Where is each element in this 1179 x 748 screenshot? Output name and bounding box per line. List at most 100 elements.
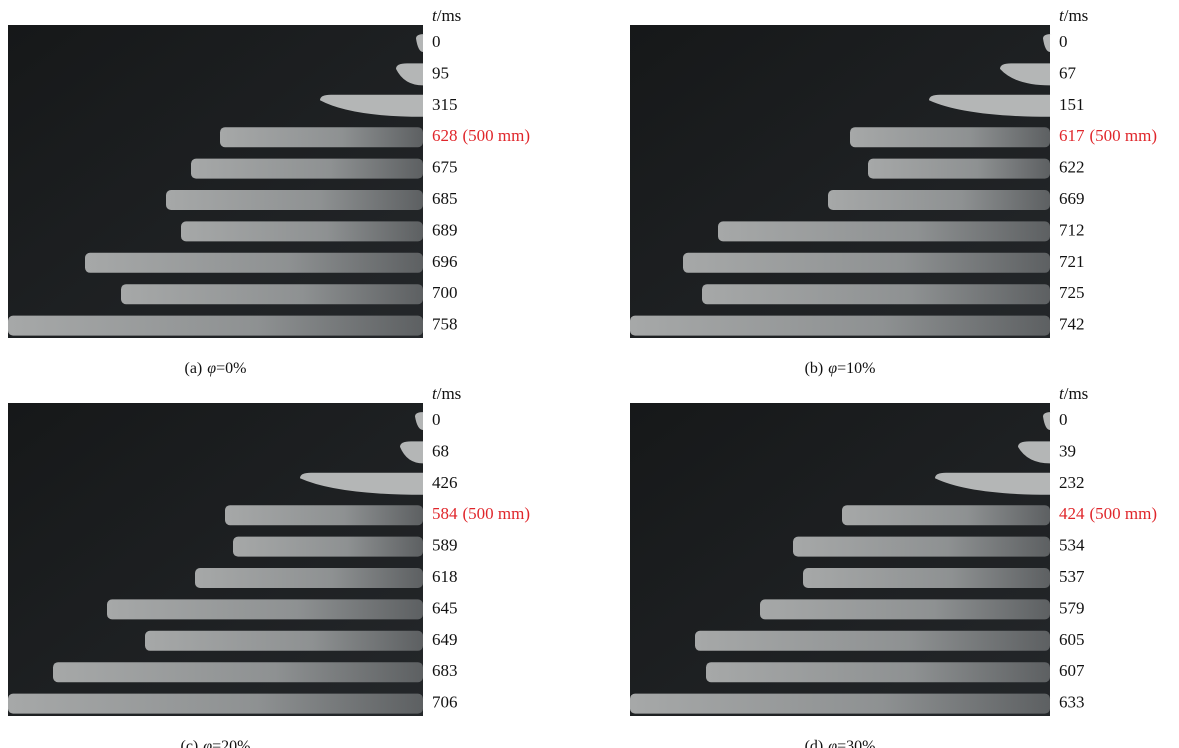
time-note: (500 mm) bbox=[463, 504, 531, 523]
time-unit: /ms bbox=[1064, 384, 1089, 403]
jet-streak bbox=[181, 221, 423, 242]
time-label: 633 bbox=[1059, 693, 1085, 712]
jet-streak bbox=[8, 693, 423, 714]
time-value: 232 bbox=[1059, 473, 1085, 492]
time-label: 0 bbox=[432, 32, 441, 51]
time-label: 426 bbox=[432, 473, 458, 492]
time-note: (500 mm) bbox=[1090, 504, 1158, 523]
jet-streak bbox=[145, 630, 423, 651]
jet-tip bbox=[1018, 441, 1050, 464]
jet-streak bbox=[191, 158, 423, 179]
jet-streak bbox=[828, 190, 1050, 210]
time-label: 534 bbox=[1059, 536, 1085, 555]
jet-tip bbox=[935, 472, 1050, 495]
panel-caption: (c) φ=20% bbox=[181, 738, 251, 748]
caption-label: (a) bbox=[185, 360, 203, 377]
time-header: t/ms bbox=[1059, 384, 1088, 403]
caption-symbol: φ bbox=[207, 360, 216, 377]
jet-streak bbox=[225, 505, 423, 526]
time-label: 696 bbox=[432, 252, 458, 271]
time-label: 649 bbox=[432, 630, 458, 649]
jet-tip bbox=[1043, 34, 1052, 52]
time-label: 315 bbox=[432, 95, 458, 114]
time-label: 68 bbox=[432, 441, 449, 460]
time-label: 689 bbox=[432, 220, 458, 239]
jet-streak bbox=[760, 599, 1050, 620]
panel-caption: (b) φ=10% bbox=[805, 360, 876, 377]
jet-tip bbox=[929, 94, 1050, 117]
jet-streak bbox=[850, 127, 1050, 148]
caption-label: (c) bbox=[181, 738, 199, 748]
time-value: 675 bbox=[432, 158, 458, 177]
time-value: 39 bbox=[1059, 441, 1076, 460]
time-value: 628 bbox=[432, 126, 458, 145]
jet-streak bbox=[166, 190, 423, 210]
time-label: 675 bbox=[432, 158, 458, 177]
time-symbol: t bbox=[432, 6, 438, 25]
time-unit: /ms bbox=[437, 384, 462, 403]
time-unit: /ms bbox=[437, 6, 462, 25]
time-value: 607 bbox=[1059, 661, 1085, 680]
time-value: 68 bbox=[432, 441, 449, 460]
time-label: 0 bbox=[432, 410, 441, 429]
time-label: 67 bbox=[1059, 63, 1077, 82]
time-label: 0 bbox=[1059, 32, 1068, 51]
jet-streak bbox=[683, 252, 1050, 273]
jet-streak bbox=[85, 252, 423, 273]
caption-symbol: φ bbox=[828, 360, 837, 377]
panel-caption: (a) φ=0% bbox=[185, 360, 247, 377]
time-symbol: t bbox=[1059, 384, 1065, 403]
time-value: 617 bbox=[1059, 126, 1085, 145]
jet-streak bbox=[220, 127, 423, 148]
jet-streak bbox=[121, 284, 423, 305]
time-label: 712 bbox=[1059, 220, 1085, 239]
time-label: 706 bbox=[432, 693, 458, 712]
time-value: 700 bbox=[432, 283, 458, 302]
time-value: 589 bbox=[432, 536, 458, 555]
jet-streak bbox=[706, 662, 1050, 683]
time-label: 39 bbox=[1059, 441, 1076, 460]
time-value: 633 bbox=[1059, 693, 1085, 712]
time-value: 315 bbox=[432, 95, 458, 114]
time-label: 758 bbox=[432, 315, 458, 334]
time-value: 0 bbox=[432, 32, 441, 51]
time-value: 725 bbox=[1059, 283, 1085, 302]
time-symbol: t bbox=[432, 384, 438, 403]
time-label: 232 bbox=[1059, 473, 1085, 492]
jet-tip bbox=[1000, 63, 1050, 86]
time-value: 721 bbox=[1059, 252, 1085, 271]
jet-streak bbox=[702, 284, 1050, 305]
caption-label: (b) bbox=[805, 360, 824, 377]
time-value: 649 bbox=[432, 630, 458, 649]
time-label: 151 bbox=[1059, 95, 1085, 114]
jet-streak bbox=[630, 315, 1050, 336]
time-label: 725 bbox=[1059, 283, 1085, 302]
caption-value: =20% bbox=[212, 738, 250, 748]
time-value: 622 bbox=[1059, 158, 1085, 177]
jet-streak bbox=[842, 505, 1050, 526]
caption-value: =30% bbox=[837, 738, 875, 748]
time-label: 424 (500 mm) bbox=[1059, 504, 1157, 523]
caption-symbol: φ bbox=[203, 738, 212, 748]
time-value: 426 bbox=[432, 473, 458, 492]
jet-tip bbox=[1043, 412, 1052, 430]
time-label: 669 bbox=[1059, 189, 1085, 208]
time-value: 605 bbox=[1059, 630, 1085, 649]
jet-tip bbox=[400, 441, 423, 464]
time-label: 584 (500 mm) bbox=[432, 504, 530, 523]
time-note: (500 mm) bbox=[1090, 126, 1158, 145]
time-label: 622 bbox=[1059, 158, 1085, 177]
time-value: 669 bbox=[1059, 189, 1085, 208]
time-value: 645 bbox=[432, 598, 458, 617]
jet-streak bbox=[107, 599, 423, 620]
jet-tip bbox=[320, 94, 423, 117]
time-label: 683 bbox=[432, 661, 458, 680]
time-label: 95 bbox=[432, 63, 449, 82]
time-label: 617 (500 mm) bbox=[1059, 126, 1157, 145]
caption-value: =0% bbox=[216, 360, 246, 377]
time-value: 67 bbox=[1059, 63, 1077, 82]
time-value: 0 bbox=[1059, 410, 1068, 429]
caption-label: (d) bbox=[805, 738, 824, 748]
jet-streak bbox=[718, 221, 1050, 242]
